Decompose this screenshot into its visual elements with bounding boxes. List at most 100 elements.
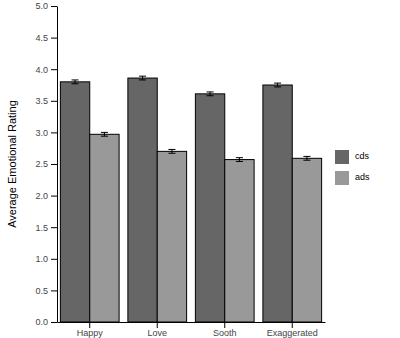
legend-label: cds bbox=[355, 151, 370, 161]
x-tick: Exaggerated bbox=[267, 322, 318, 338]
bar bbox=[263, 85, 292, 322]
error-bar bbox=[303, 156, 310, 160]
x-tick: Sooth bbox=[213, 322, 237, 338]
y-tick-mark bbox=[51, 6, 57, 7]
y-tick-label: 4.0 bbox=[35, 65, 48, 75]
error-cap bbox=[139, 76, 146, 77]
y-tick: 4.0 bbox=[35, 65, 57, 75]
y-tick: 2.0 bbox=[35, 191, 57, 201]
error-stem bbox=[142, 76, 143, 80]
legend-item: cds bbox=[335, 150, 370, 164]
legend-swatch bbox=[335, 150, 349, 164]
bar bbox=[128, 78, 157, 322]
error-stem bbox=[306, 156, 307, 160]
chart: 0.0 0.5 1.0 1.5 2.0 2.5 3.0 3.5 4.0 4.5 5.0 Happy Lo… bbox=[0, 0, 400, 338]
y-tick-mark bbox=[51, 196, 57, 197]
bar bbox=[225, 160, 254, 322]
y-tick-label: 2.5 bbox=[35, 159, 48, 169]
y-tick-label: 1.5 bbox=[35, 223, 48, 233]
error-cap bbox=[274, 86, 281, 87]
y-tick: 1.5 bbox=[35, 223, 57, 233]
y-tick-mark bbox=[51, 38, 57, 39]
x-tick-label: Love bbox=[147, 328, 167, 338]
error-stem bbox=[75, 80, 76, 84]
y-tick: 4.5 bbox=[35, 33, 57, 43]
error-bar bbox=[139, 76, 146, 80]
error-bar bbox=[101, 132, 108, 136]
error-cap bbox=[139, 79, 146, 80]
y-tick: 3.0 bbox=[35, 128, 57, 138]
y-tick: 0.5 bbox=[35, 286, 57, 296]
y-tick-label: 4.5 bbox=[35, 33, 48, 43]
y-tick-mark bbox=[51, 164, 57, 165]
legend-item: ads bbox=[335, 171, 370, 185]
y-tick-mark bbox=[51, 132, 57, 133]
x-tick-mark bbox=[89, 322, 90, 328]
y-tick: 1.0 bbox=[35, 254, 57, 264]
bar bbox=[292, 158, 321, 322]
legend: cds ads bbox=[335, 150, 370, 185]
y-tick: 5.0 bbox=[35, 1, 57, 11]
y-axis: 0.0 0.5 1.0 1.5 2.0 2.5 3.0 3.5 4.0 4.5 5.0 bbox=[35, 1, 57, 327]
plot: 0.0 0.5 1.0 1.5 2.0 2.5 3.0 3.5 4.0 4.5 5.0 Happy Lo… bbox=[35, 1, 325, 338]
error-stem bbox=[171, 149, 172, 153]
error-stem bbox=[210, 92, 211, 96]
y-tick-mark bbox=[51, 259, 57, 260]
x-axis-line bbox=[58, 322, 326, 323]
error-cap bbox=[101, 132, 108, 133]
y-tick-label: 0.5 bbox=[35, 286, 48, 296]
bar bbox=[60, 82, 89, 322]
error-cap bbox=[101, 136, 108, 137]
legend-swatch bbox=[335, 171, 349, 185]
bar bbox=[90, 134, 119, 322]
y-tick-label: 1.0 bbox=[35, 254, 48, 264]
y-tick-label: 3.0 bbox=[35, 128, 48, 138]
x-tick: Love bbox=[147, 322, 167, 338]
error-cap bbox=[168, 149, 175, 150]
bars bbox=[60, 76, 321, 322]
error-stem bbox=[277, 83, 278, 87]
error-cap bbox=[274, 83, 281, 84]
error-cap bbox=[303, 156, 310, 157]
error-cap bbox=[303, 160, 310, 161]
error-bar bbox=[207, 92, 214, 96]
error-stem bbox=[104, 132, 105, 136]
y-axis-line bbox=[57, 7, 58, 323]
x-axis: Happy Love Sooth Exaggerated bbox=[58, 322, 326, 338]
y-tick-label: 2.0 bbox=[35, 191, 48, 201]
x-tick-mark bbox=[157, 322, 158, 328]
y-tick-mark bbox=[51, 101, 57, 102]
y-tick-label: 5.0 bbox=[35, 1, 48, 11]
error-cap bbox=[168, 153, 175, 154]
x-tick-mark bbox=[224, 322, 225, 328]
y-tick-mark bbox=[51, 227, 57, 228]
error-bar bbox=[236, 158, 243, 162]
y-tick: 0.0 bbox=[35, 317, 57, 327]
x-tick-label: Sooth bbox=[213, 328, 237, 338]
x-tick-label: Exaggerated bbox=[267, 328, 318, 338]
x-tick: Happy bbox=[77, 322, 104, 338]
y-tick-label: 3.5 bbox=[35, 96, 48, 106]
bar bbox=[157, 151, 186, 322]
x-tick-label: Happy bbox=[77, 328, 104, 338]
y-tick-mark bbox=[51, 322, 57, 323]
legend-label: ads bbox=[355, 172, 370, 182]
error-cap bbox=[72, 83, 79, 84]
y-tick-mark bbox=[51, 290, 57, 291]
error-bar bbox=[274, 83, 281, 87]
error-bar bbox=[168, 149, 175, 153]
bar bbox=[195, 94, 224, 322]
y-tick: 3.5 bbox=[35, 96, 57, 106]
y-tick-mark bbox=[51, 69, 57, 70]
y-tick-label: 0.0 bbox=[35, 317, 48, 327]
error-cap bbox=[236, 157, 243, 158]
y-axis-title: Average Emotional Rating bbox=[6, 100, 18, 228]
y-tick: 2.5 bbox=[35, 159, 57, 169]
error-cap bbox=[207, 91, 214, 92]
error-cap bbox=[236, 161, 243, 162]
error-stem bbox=[239, 158, 240, 162]
x-tick-mark bbox=[292, 322, 293, 328]
error-cap bbox=[72, 79, 79, 80]
error-bar bbox=[72, 80, 79, 84]
error-cap bbox=[207, 95, 214, 96]
